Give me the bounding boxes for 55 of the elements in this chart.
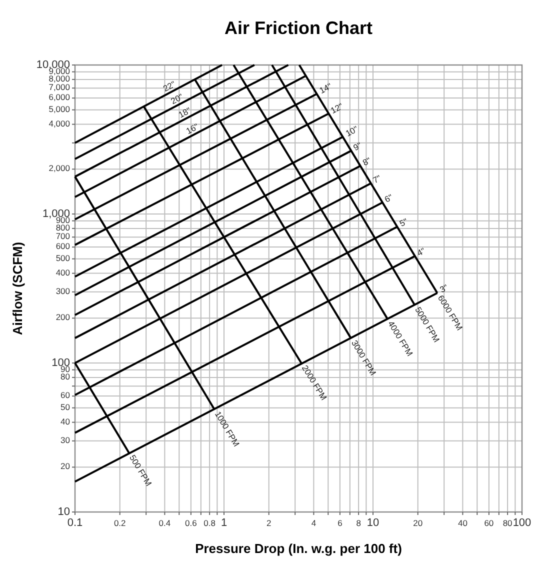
y-tick-label: 7,000 [48, 82, 70, 92]
x-tick-label: 2 [266, 518, 272, 528]
y-tick-label: 5,000 [48, 104, 70, 114]
x-tick-label: 4 [311, 518, 316, 528]
text: 10" [344, 124, 360, 139]
y-tick-label: 800 [56, 222, 70, 233]
y-tick-label: 80 [60, 372, 70, 382]
y-tick-label: 700 [56, 231, 70, 242]
x-tick-label: 0.4 [158, 518, 171, 528]
x-tick-label: 0.8 [204, 518, 216, 528]
x-tick-label: 0.6 [185, 518, 198, 528]
x-tick-label: 80 [502, 518, 513, 528]
x-tick-label: 6 [338, 518, 343, 528]
text: 7" [371, 173, 383, 186]
x-tick-label: 8 [356, 518, 362, 528]
x-tick-label: 40 [458, 518, 468, 528]
y-tick-label: 500 [56, 253, 70, 264]
text: 14" [318, 81, 334, 96]
chart-title: Air Friction Chart [224, 18, 373, 38]
y-tick-label: 60 [60, 390, 70, 400]
x-tick-label: 20 [413, 518, 423, 528]
y-tick-label: 30 [60, 435, 70, 446]
y-tick-label: 1,000 [42, 208, 70, 220]
y-tick-label: 8,000 [48, 74, 70, 84]
y-tick-label: 10 [58, 506, 70, 518]
x-tick-label: 10 [366, 517, 380, 529]
x-tick-label: 0.2 [114, 518, 126, 528]
text: 3" [438, 282, 450, 295]
text: 18" [176, 105, 192, 120]
y-tick-label: 200 [56, 312, 70, 322]
x-tick-label: 100 [512, 517, 532, 529]
text: 12" [329, 101, 345, 116]
y-tick-label: 4,000 [48, 118, 70, 129]
y-tick-label: 10,000 [36, 58, 70, 71]
y-axis-title: Airflow (SCFM) [10, 242, 25, 336]
y-tick-label: 600 [56, 241, 70, 252]
y-tick-label: 2,000 [48, 163, 70, 174]
y-tick-label: 50 [60, 402, 70, 412]
text: 9" [352, 140, 364, 153]
text: 5" [398, 216, 410, 229]
text: 4" [415, 246, 427, 258]
y-tick-label: 400 [56, 268, 70, 278]
y-tick-label: 40 [60, 416, 70, 427]
y-tick-label: 20 [60, 461, 70, 472]
y-tick-label: 300 [56, 286, 70, 296]
text: 6" [382, 192, 394, 205]
text: 22" [161, 78, 178, 94]
x-tick-label: 1 [220, 517, 228, 529]
x-tick-label: 60 [484, 518, 494, 528]
x-axis-title: Pressure Drop (In. w.g. per 100 ft) [195, 541, 402, 556]
y-tick-label: 6,000 [48, 92, 70, 102]
text: 8" [361, 155, 373, 168]
x-tick-label: 0.1 [67, 517, 83, 529]
text: 20" [169, 92, 185, 106]
text: 16" [184, 121, 200, 136]
